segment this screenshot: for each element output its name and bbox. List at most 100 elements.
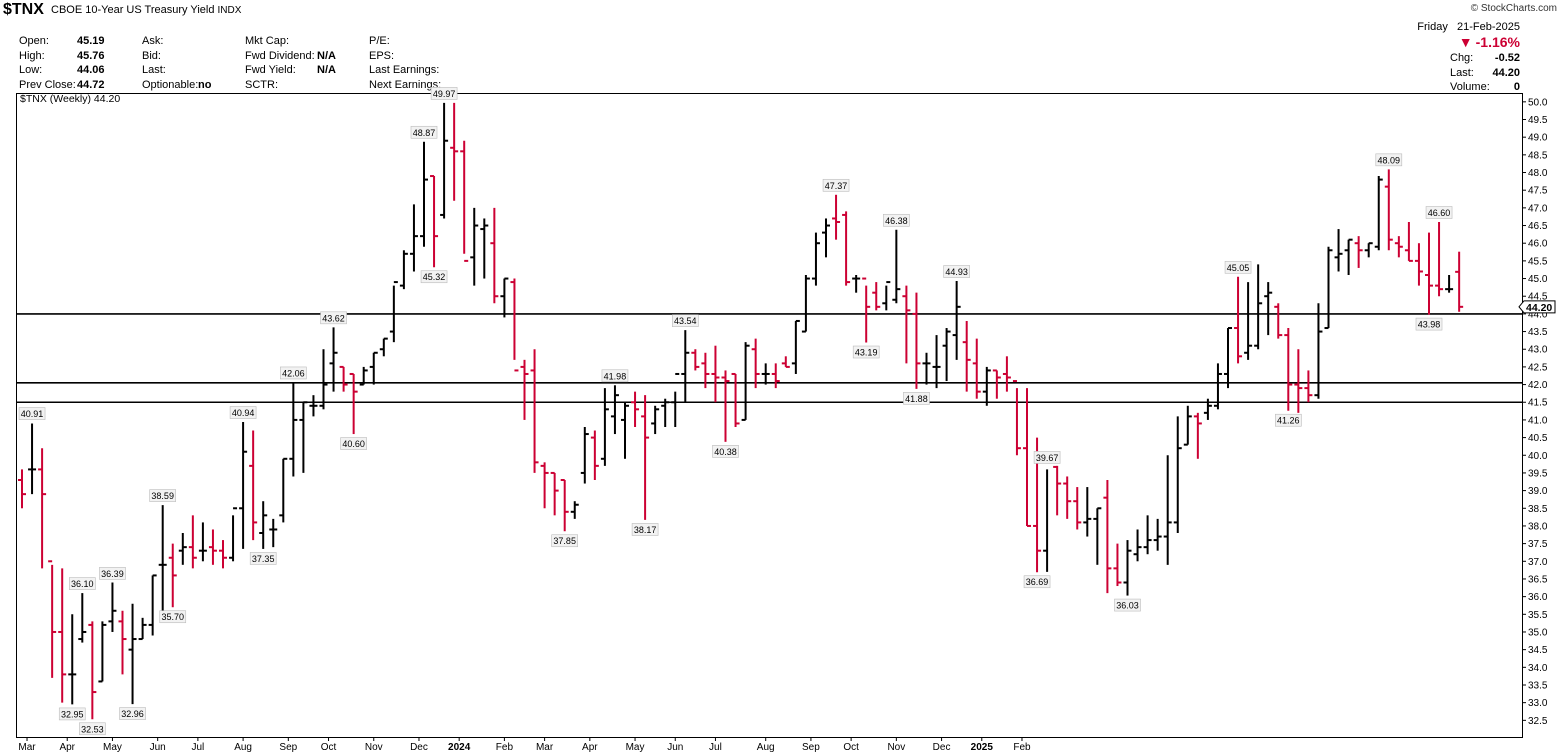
ohlc-bar <box>18 469 26 509</box>
ohlc-bar <box>1163 455 1172 565</box>
ohlc-bar <box>1203 398 1212 420</box>
ohlc-bar <box>560 479 569 532</box>
ohlc-bar <box>661 398 670 427</box>
ohlc-bar <box>741 342 750 421</box>
annotation-box <box>1425 206 1453 219</box>
ohlc-bar <box>1445 275 1454 293</box>
y-tick-label: 35.5 <box>1528 610 1548 621</box>
price-annotation: 39.67 <box>1033 451 1061 464</box>
y-tick-label: 48.0 <box>1528 168 1548 179</box>
quote-row: High: 45.76 <box>19 49 105 64</box>
price-annotation: 35.70 <box>159 610 187 624</box>
ohlc-bar <box>1133 529 1142 562</box>
y-tick-label: 34.5 <box>1528 645 1548 656</box>
ohlc-bar <box>1093 507 1102 565</box>
ohlc-bar <box>470 207 479 286</box>
annotation-box <box>149 489 176 502</box>
chart-legend: $TNX (Weekly) 44.20 <box>20 93 120 105</box>
ohlc-bar <box>1404 222 1413 262</box>
description-text: CBOE 10-Year US Treasury Yield <box>51 4 215 16</box>
ohlc-bar <box>1344 238 1353 276</box>
ohlc-bar <box>1274 303 1283 339</box>
price-annotation: 41.26 <box>1275 413 1302 427</box>
quote-label: Last Earnings: <box>369 64 440 76</box>
annotation-label: 41.98 <box>604 371 627 381</box>
y-tick-label: 50.0 <box>1528 97 1548 108</box>
ohlc-bar <box>450 102 459 201</box>
annotation-box <box>551 534 579 548</box>
price-annotation: 48.09 <box>1375 153 1403 167</box>
quote-label: Prev Close: <box>19 78 76 91</box>
annotation-box <box>852 345 880 359</box>
ohlc-bar <box>480 218 489 279</box>
annotation-box <box>340 437 367 450</box>
ohlc-bar <box>882 281 891 311</box>
price-annotation: 43.98 <box>1415 317 1443 331</box>
ohlc-bar <box>540 462 549 509</box>
y-tick-label: 45.5 <box>1528 256 1548 267</box>
annotation-box <box>1415 317 1443 331</box>
annotation-label: 43.54 <box>674 316 697 326</box>
ohlc-bar <box>711 345 720 403</box>
annotation-label: 36.69 <box>1026 577 1049 587</box>
volume-label: Volume: <box>1450 81 1490 93</box>
y-tick-label: 43.5 <box>1528 327 1548 338</box>
x-tick-label: Jun <box>667 742 683 753</box>
ohlc-bar <box>500 277 509 318</box>
annotation-box <box>1375 153 1403 167</box>
y-tick-label: 38.0 <box>1528 521 1548 532</box>
price-annotation: 41.98 <box>601 369 629 383</box>
quote-value: no <box>198 78 212 91</box>
ohlc-bar <box>701 352 710 389</box>
quote-row: Prev Close:44.72 <box>19 78 105 93</box>
ohlc-bar <box>219 540 227 569</box>
y-axis: 32.5 33.0 33.5 34.0 34.5 35.0 35.5 36.0 36.5 37.0… <box>1518 97 1556 727</box>
ohlc-bar <box>68 614 77 705</box>
ohlc-bar <box>822 218 830 258</box>
y-tick-label: 35.0 <box>1528 627 1548 638</box>
y-tick-label: 38.5 <box>1528 504 1548 515</box>
price-annotation: 43.54 <box>671 314 699 327</box>
symbol-description: CBOE 10-Year US Treasury Yield INDX <box>51 4 241 16</box>
price-annotation: 45.05 <box>1224 260 1252 274</box>
y-tick-label: 42.5 <box>1528 362 1548 373</box>
ohlc-bar <box>641 395 650 520</box>
ohlc-bar <box>1234 276 1243 364</box>
annotation-box <box>410 125 438 139</box>
price-annotation: 42.06 <box>280 366 307 380</box>
annotation-label: 36.03 <box>1116 601 1139 611</box>
ohlc-bar <box>148 574 157 636</box>
exchange-label: INDX <box>217 5 242 16</box>
ohlc-bar <box>1173 416 1182 534</box>
x-tick-label: Jun <box>150 742 166 753</box>
ohlc-bar <box>1083 487 1092 537</box>
y-tick-label: 47.0 <box>1528 203 1548 214</box>
y-tick-label: 36.5 <box>1528 574 1548 585</box>
quote-value: N/A <box>317 64 336 76</box>
price-annotation: 45.32 <box>420 270 448 284</box>
ohlc-bar <box>1284 328 1293 411</box>
price-annotation: 38.59 <box>149 489 176 502</box>
ohlc-bar <box>379 337 388 357</box>
ohlc-bar <box>1384 169 1393 251</box>
quote-col-3: Mkt Cap: Fwd Dividend: N/A Fwd Yield: N/A … <box>245 34 336 92</box>
annotation-label: 42.06 <box>282 368 305 378</box>
annotation-box <box>69 577 96 590</box>
ohlc-bar <box>1425 232 1433 315</box>
price-annotation: 47.37 <box>822 178 850 192</box>
ohlc-bar <box>1244 282 1253 360</box>
ohlc-bar <box>1053 465 1062 516</box>
ohlc-bar <box>922 352 931 385</box>
ohlc-bar <box>289 382 298 477</box>
ohlc-bar <box>852 275 861 293</box>
ohlc-bar <box>168 543 177 608</box>
annotation-label: 39.67 <box>1036 453 1059 463</box>
y-tick-label: 43.0 <box>1528 345 1548 356</box>
quote-row: Open: 45.19 <box>19 34 105 49</box>
annotation-box <box>79 722 106 736</box>
symbol-label[interactable]: $TNX <box>3 1 44 18</box>
ohlc-bar <box>369 351 378 385</box>
annotation-label: 46.38 <box>885 216 908 226</box>
copyright-label[interactable]: © StockCharts.com <box>1470 3 1557 14</box>
